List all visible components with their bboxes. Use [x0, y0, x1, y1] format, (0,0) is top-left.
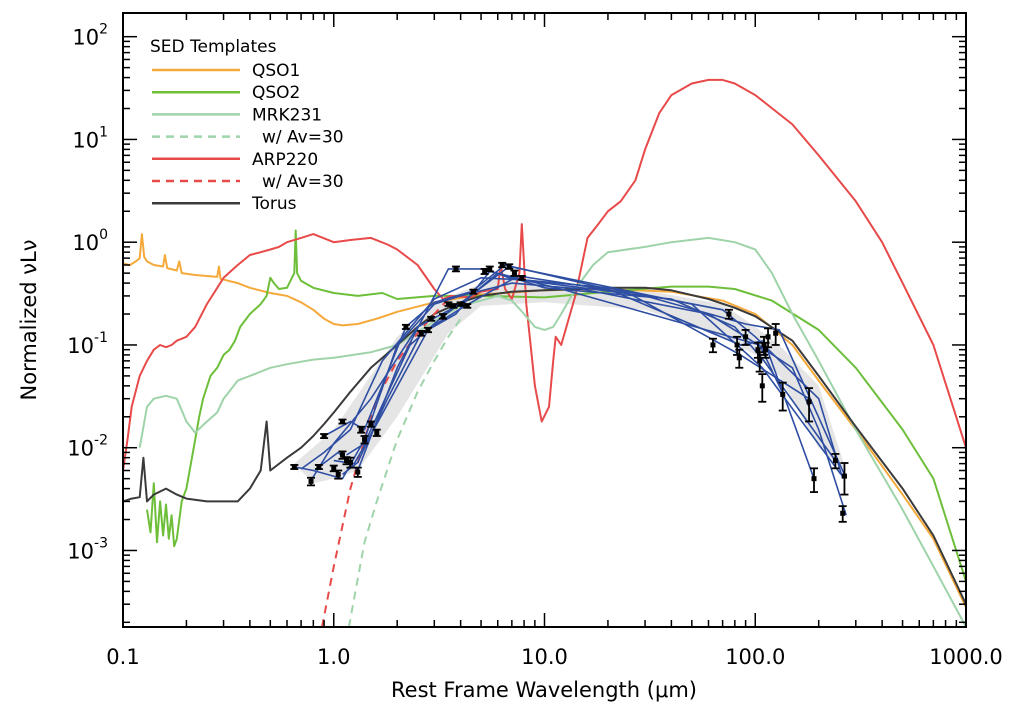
y-tick-label-5: 101 — [72, 124, 108, 152]
plot-frame — [122, 12, 967, 628]
legend-label-6: w/ Av=30 — [262, 172, 344, 192]
template-curves — [123, 78, 966, 627]
y-tick-label-6: 102 — [72, 22, 108, 50]
legend-label-1: QSO1 — [252, 61, 300, 81]
data-point-20 — [439, 313, 448, 320]
data-point-42 — [761, 341, 770, 359]
data-point-26 — [469, 288, 478, 295]
series-qso2 — [146, 229, 966, 582]
x-axis-label: Rest Frame Wavelength (μm) — [391, 678, 697, 702]
series-torus — [123, 286, 966, 605]
data-point-29 — [498, 261, 507, 269]
data-point-6 — [334, 469, 343, 480]
data-point-16 — [401, 323, 410, 330]
x-tick-label-4: 100.0 — [725, 645, 785, 669]
data-point-28 — [485, 265, 494, 273]
data-point-22 — [449, 303, 458, 309]
data-point-12 — [357, 425, 366, 434]
x-tick-label-5: 1000.0 — [929, 645, 1002, 669]
data-point-37 — [741, 329, 750, 346]
legend-label-7: Torus — [251, 194, 297, 214]
data-point-30 — [505, 263, 514, 270]
data-point-3 — [314, 464, 323, 470]
data-point-19 — [427, 315, 436, 322]
data-point-17 — [417, 330, 426, 337]
data-point-18 — [423, 326, 432, 334]
data-point-39 — [755, 351, 764, 373]
y-axis-label: Normalized νLν — [17, 240, 41, 401]
series-arp220 — [123, 78, 966, 471]
data-point-23 — [451, 265, 460, 273]
data-point-38 — [753, 341, 762, 359]
series-mrk231 — [138, 236, 966, 627]
legend-label-4: w/ Av=30 — [262, 128, 344, 148]
y-tick-label-2: 10-2 — [67, 433, 108, 461]
legend-label-2: QSO2 — [252, 83, 300, 103]
data-point-49 — [838, 505, 847, 523]
series-qso1 — [123, 233, 966, 608]
data-point-11 — [353, 466, 362, 478]
x-tick-label-1: 0.1 — [106, 645, 139, 669]
data-point-43 — [764, 327, 773, 349]
y-tick-label-1: 10-3 — [67, 535, 108, 563]
data-point-25 — [463, 303, 472, 309]
legend-title: SED Templates — [150, 37, 277, 57]
data-point-48 — [831, 453, 840, 470]
data-point-47 — [809, 467, 818, 493]
data-point-40 — [758, 373, 767, 403]
data-point-24 — [456, 301, 465, 307]
data-points — [290, 261, 849, 523]
model-fit-line-6 — [333, 270, 784, 465]
model-range-band — [294, 277, 847, 484]
data-point-15 — [372, 428, 381, 437]
data-point-5 — [329, 464, 338, 473]
axis-ticks — [122, 13, 967, 627]
data-point-34 — [724, 308, 733, 320]
data-point-45 — [778, 381, 787, 412]
data-point-33 — [708, 337, 717, 354]
x-tick-label-2: 1.0 — [317, 645, 350, 669]
y-tick-label-4: 100 — [72, 227, 108, 255]
data-point-14 — [366, 420, 375, 428]
tick-labels: 0.1 1.0 10.0 100.0 1000.0 10-3 10-2 10-1 100 101 1… — [67, 22, 1002, 669]
data-point-50 — [840, 462, 849, 496]
model-band-polygon — [294, 277, 847, 484]
legend-label-3: MRK231 — [252, 105, 322, 125]
data-point-8 — [338, 418, 347, 425]
data-point-44 — [771, 323, 780, 346]
data-point-1 — [290, 464, 299, 470]
data-point-2 — [307, 476, 316, 487]
data-point-36 — [735, 348, 744, 369]
y-tick-label-3: 10-1 — [67, 330, 108, 358]
data-point-32 — [517, 274, 526, 281]
data-point-4 — [320, 433, 329, 440]
x-tick-label-3: 10.0 — [521, 645, 568, 669]
data-point-46 — [805, 387, 814, 423]
legend-label-5: ARP220 — [252, 150, 318, 170]
data-point-10 — [346, 456, 355, 469]
data-point-13 — [360, 435, 369, 445]
data-point-31 — [510, 269, 519, 277]
